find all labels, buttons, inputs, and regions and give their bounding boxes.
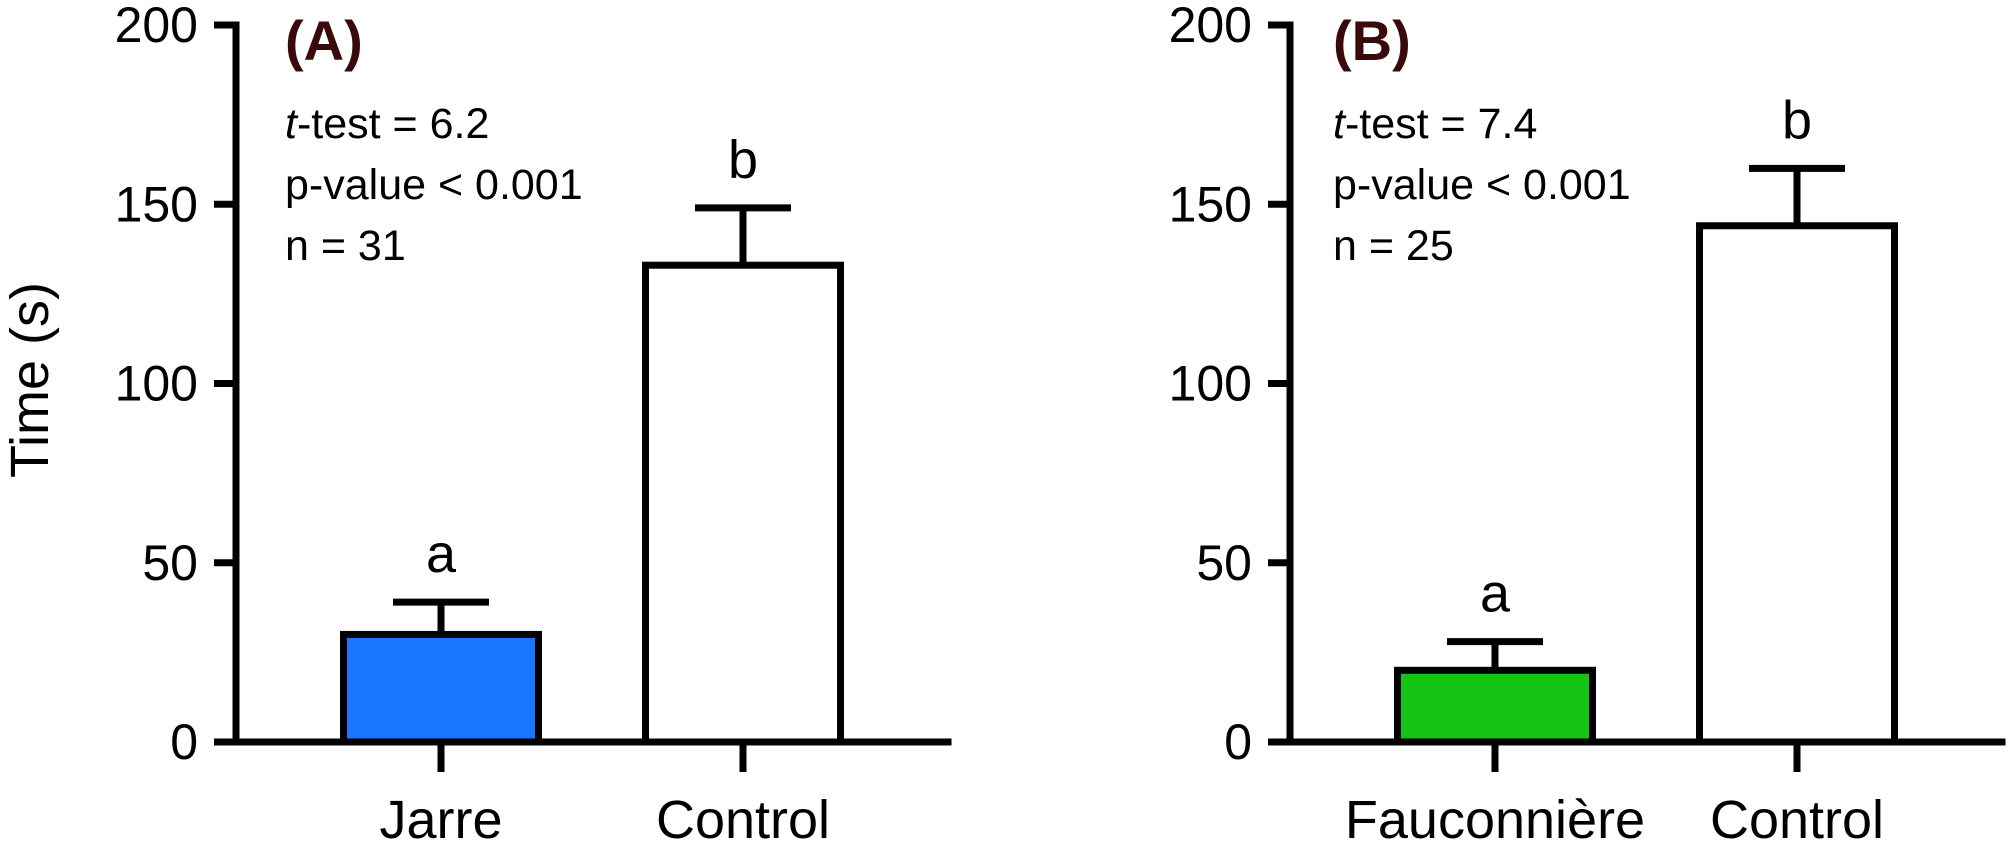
significance-letter: a <box>426 524 457 584</box>
x-category-label: Control <box>1710 790 1884 848</box>
stat-test-value: -test = 7.4 <box>1345 100 1537 148</box>
x-category-label: Control <box>656 790 830 848</box>
stat-test-symbol: t <box>1333 100 1347 148</box>
bar-treatment <box>1394 666 1596 746</box>
bar-control <box>1696 222 1898 746</box>
stat-test: t-test = 6.2 <box>285 100 489 148</box>
stat-test: t-test = 7.4 <box>1333 100 1537 148</box>
stat-n: n = 25 <box>1333 222 1454 270</box>
y-tick-label: 100 <box>115 356 198 412</box>
significance-letter: b <box>728 130 758 190</box>
y-axis-label: Time (s) <box>0 282 60 478</box>
y-tick-label: 150 <box>115 176 198 232</box>
y-tick-label: 50 <box>142 535 198 591</box>
panel-label: (A) <box>285 9 363 72</box>
y-tick-label: 0 <box>170 714 198 770</box>
significance-letter: a <box>1480 564 1511 624</box>
y-tick-label: 200 <box>115 0 198 53</box>
x-category-label: Fauconnière <box>1345 790 1645 848</box>
stat-p-value: p-value < 0.001 <box>285 161 583 209</box>
significance-letter: b <box>1782 90 1812 150</box>
stat-n: n = 31 <box>285 222 406 270</box>
y-tick-label: 200 <box>1169 0 1252 53</box>
stat-test-value: -test = 6.2 <box>297 100 489 148</box>
bar-control <box>642 261 844 746</box>
stat-test-symbol: t <box>285 100 299 148</box>
bar-treatment <box>340 630 542 746</box>
panel-a: 0 50 100 150 200 (A) t-test = 6.2 p-value < 0.0… <box>115 0 952 848</box>
panel-label: (B) <box>1333 9 1411 72</box>
y-tick-label: 50 <box>1196 535 1252 591</box>
y-tick-label: 0 <box>1224 714 1252 770</box>
y-tick-label: 150 <box>1169 176 1252 232</box>
y-tick-label: 100 <box>1169 356 1252 412</box>
x-category-label: Jarre <box>379 790 502 848</box>
stat-p-value: p-value < 0.001 <box>1333 161 1631 209</box>
panel-b: 0 50 100 150 200 (B) t-test = 7.4 p-value < 0.0… <box>1169 0 2006 848</box>
